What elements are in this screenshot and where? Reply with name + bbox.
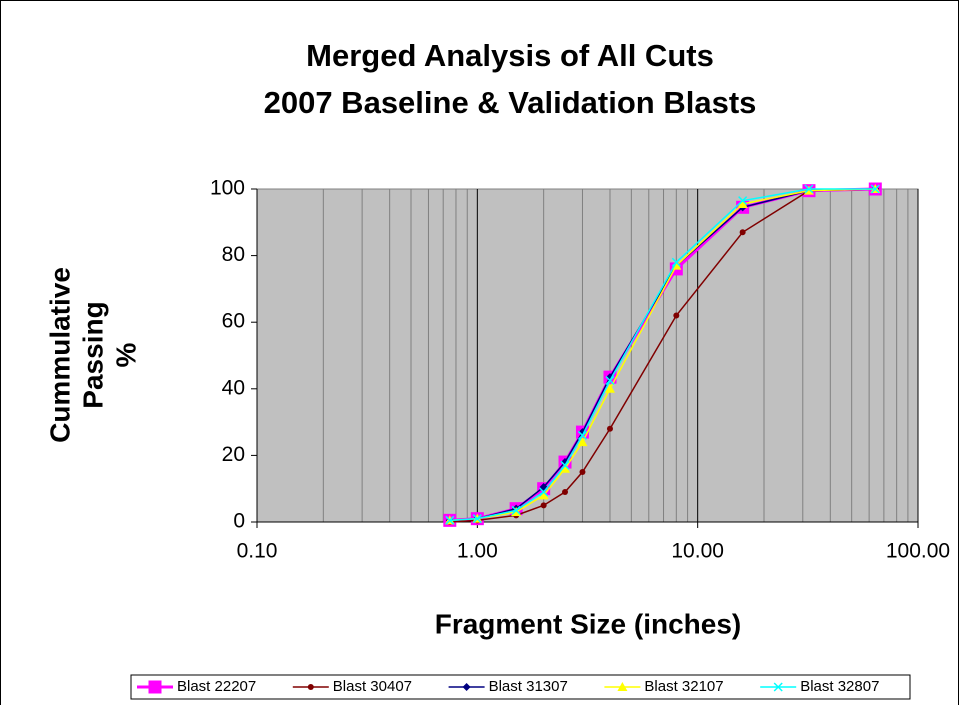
marker [472, 514, 482, 524]
marker [606, 425, 613, 432]
chart-title: Merged Analysis of All Cuts [306, 38, 714, 73]
marker [539, 487, 549, 497]
marker [579, 469, 586, 476]
marker [511, 505, 521, 515]
y-tick-label: 0 [233, 510, 245, 533]
marker [773, 682, 783, 692]
y-tick-label: 100 [210, 177, 245, 200]
marker [148, 680, 162, 694]
x-axis-label: Fragment Size (inches) [435, 608, 742, 639]
marker [445, 515, 455, 525]
marker [577, 437, 588, 447]
y-tick-label: 80 [222, 243, 245, 266]
legend-label: Blast 31307 [489, 678, 568, 695]
marker [538, 490, 549, 500]
legend-label: Blast 32807 [800, 678, 879, 695]
marker [738, 196, 748, 206]
chart-title: 2007 Baseline & Validation Blasts [264, 85, 757, 120]
legend-label: Blast 30407 [333, 678, 412, 695]
marker [540, 502, 547, 509]
marker [605, 375, 615, 386]
y-tick-label: 40 [222, 376, 245, 399]
marker [560, 463, 571, 473]
marker [462, 683, 471, 691]
marker [562, 489, 569, 496]
y-axis-label-line: Cummulative [44, 267, 75, 443]
marker [739, 229, 746, 236]
marker [617, 682, 628, 691]
marker [737, 198, 748, 208]
marker [560, 460, 570, 470]
y-tick-label: 20 [222, 443, 245, 466]
marker [577, 430, 587, 440]
marker [870, 184, 880, 194]
y-axis-label-line: % [110, 342, 141, 367]
marker [804, 184, 814, 194]
marker [671, 257, 681, 267]
x-tick-label: 10.00 [671, 540, 724, 563]
x-tick-label: 1.00 [457, 540, 498, 563]
y-axis-label-line: Passing [77, 301, 108, 408]
legend-label: Blast 22207 [177, 678, 256, 695]
marker [307, 684, 314, 690]
y-axis-label: Cummulative Passing % [44, 267, 141, 443]
x-tick-label: 0.10 [237, 540, 278, 563]
plot-area [256, 188, 919, 523]
y-tick-label: 60 [222, 310, 245, 333]
marker [673, 312, 680, 319]
x-tick-label: 100.00 [886, 540, 950, 563]
legend-label: Blast 32107 [644, 678, 723, 695]
marker [604, 383, 615, 393]
